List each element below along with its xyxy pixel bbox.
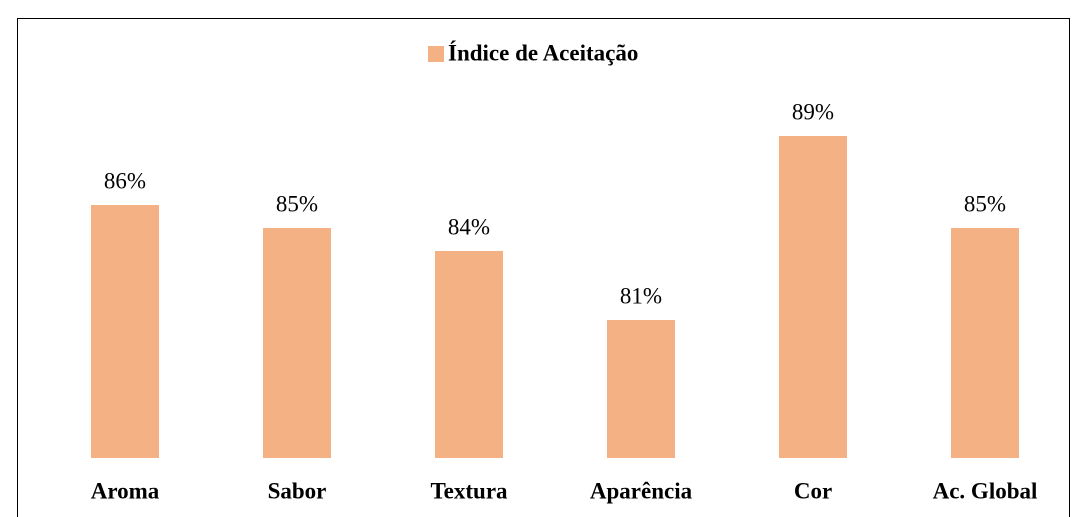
bar	[607, 320, 675, 458]
data-label: 89%	[792, 99, 834, 124]
bar	[435, 251, 503, 458]
data-label: 85%	[964, 191, 1006, 216]
data-label: 86%	[104, 168, 146, 193]
x-tick-label: Cor	[794, 478, 832, 503]
x-tick-label: Ac. Global	[933, 478, 1038, 503]
legend-label: Índice de Aceitação	[448, 40, 638, 65]
legend-swatch	[428, 46, 444, 62]
data-label: 81%	[620, 283, 662, 308]
bar	[263, 228, 331, 458]
bar	[779, 136, 847, 458]
x-tick-label: Textura	[430, 478, 508, 503]
x-tick-label: Aroma	[91, 478, 160, 503]
bar	[91, 205, 159, 458]
x-tick-label: Sabor	[268, 478, 327, 503]
bar	[951, 228, 1019, 458]
x-tick-label: Aparência	[590, 478, 693, 503]
data-label: 84%	[448, 214, 490, 239]
chart-frame	[17, 18, 1070, 517]
data-label: 85%	[276, 191, 318, 216]
